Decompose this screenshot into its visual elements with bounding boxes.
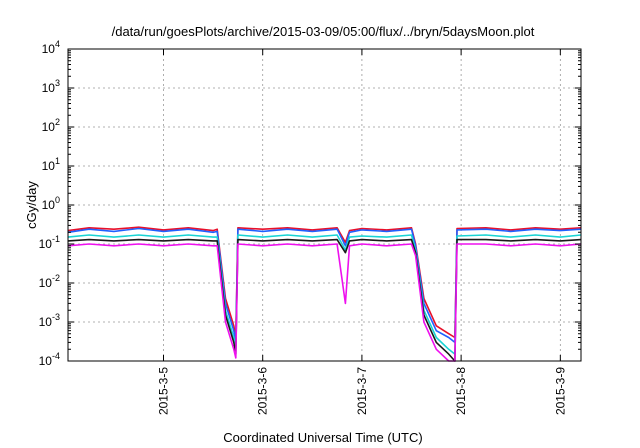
y-axis-label: cGy/day [24, 181, 39, 229]
y-tick-label: 103 [42, 78, 60, 95]
grid-lines [68, 49, 581, 361]
x-tick-label: 2015-3-8 [454, 367, 468, 415]
axis-ticks: 10-4 10-3 10-2 10-1 100 101 102 103 104 2015-3-5 2… [39, 39, 581, 415]
series-line-5 [67, 243, 582, 362]
x-axis-label: Coordinated Universal Time (UTC) [223, 430, 422, 445]
y-tick-label: 10-3 [39, 312, 60, 329]
y-tick-label: 10-2 [39, 273, 60, 290]
series-line-4 [67, 238, 582, 362]
y-tick-label: 102 [42, 117, 60, 134]
chart-title: /data/run/goesPlots/archive/2015-03-09/0… [112, 24, 535, 39]
x-tick-label: 2015-3-6 [256, 367, 270, 415]
y-tick-label: 10-1 [39, 234, 60, 251]
y-tick-label: 104 [42, 39, 60, 56]
y-tick-label: 10-4 [39, 351, 60, 368]
x-tick-label: 2015-3-9 [553, 367, 567, 415]
plot-frame [67, 48, 582, 362]
series-lines [67, 226, 582, 362]
series-line-3 [67, 234, 582, 355]
y-tick-label: 100 [42, 195, 60, 212]
y-tick-label: 101 [42, 156, 60, 173]
x-tick-label: 2015-3-7 [355, 367, 369, 415]
x-tick-label: 2015-3-5 [156, 367, 170, 415]
